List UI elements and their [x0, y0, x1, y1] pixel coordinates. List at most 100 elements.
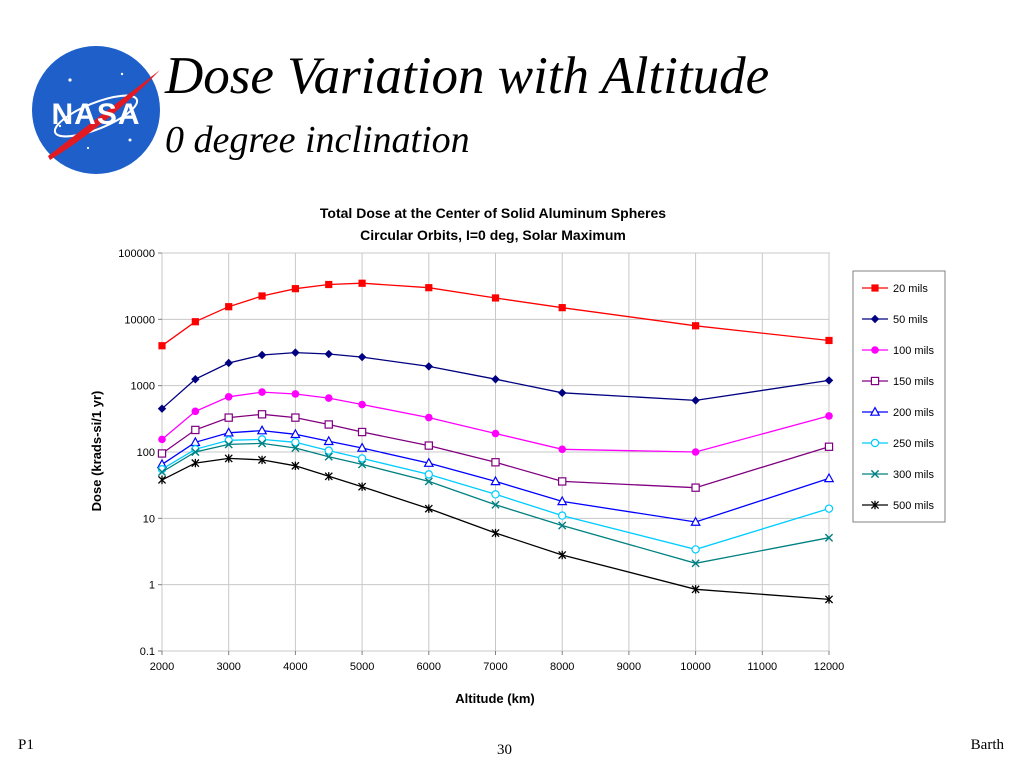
- page-number: 30: [497, 742, 512, 758]
- legend-label: 20 mils: [893, 283, 928, 295]
- axes: 2000 3000 4000 5000 6000 7000 8000 9000 10000 110…: [118, 248, 844, 673]
- data-point: [291, 461, 300, 470]
- y-tick-label: 1000: [131, 381, 155, 393]
- data-point: [424, 504, 433, 513]
- data-point: [690, 516, 701, 526]
- data-point: [256, 424, 268, 435]
- data-point: [157, 467, 167, 477]
- data-point: [157, 449, 167, 458]
- data-point: [424, 362, 433, 371]
- data-point: [691, 396, 700, 405]
- nasa-logo: NASA: [32, 46, 160, 174]
- data-point: [556, 495, 568, 506]
- data-point: [824, 595, 834, 604]
- x-tick-label: 5000: [350, 661, 374, 673]
- x-tick-label: 9000: [617, 661, 641, 673]
- legend-item: 20 mils: [862, 283, 928, 295]
- data-point: [291, 390, 300, 398]
- data-point: [358, 482, 367, 491]
- data-point: [424, 470, 433, 479]
- svg-text:NASA: NASA: [51, 98, 140, 131]
- data-point: [191, 458, 200, 468]
- data-point: [358, 279, 366, 287]
- series-line: [161, 351, 830, 410]
- data-point: [692, 322, 700, 330]
- data-point: [291, 348, 300, 357]
- series-300-mils: [157, 439, 834, 568]
- data-point: [258, 388, 266, 396]
- series-20-mils: [158, 279, 833, 350]
- series-150-mils: [157, 410, 834, 492]
- x-tick-label: 11000: [747, 661, 777, 673]
- data-point: [291, 438, 300, 447]
- data-point: [558, 550, 567, 560]
- data-point: [356, 442, 368, 452]
- x-tick-label: 8000: [550, 661, 574, 673]
- data-point: [191, 447, 200, 457]
- data-point: [224, 358, 233, 368]
- data-point: [424, 441, 434, 450]
- data-point: [358, 460, 367, 469]
- x-axis-label: Altitude (km): [455, 691, 534, 706]
- legend-item: 100 mils: [862, 345, 934, 357]
- data-point: [558, 388, 567, 398]
- data-point: [257, 350, 267, 360]
- legend-marker: [871, 346, 879, 354]
- legend-marker: [870, 376, 880, 386]
- legend-label: 500 mils: [893, 500, 934, 512]
- data-point: [257, 410, 267, 419]
- data-point: [290, 428, 301, 439]
- y-tick-label: 10000: [124, 314, 155, 326]
- data-point: [491, 528, 500, 538]
- series-line: [161, 391, 830, 453]
- data-point: [224, 440, 233, 449]
- data-point: [558, 304, 566, 312]
- data-point: [823, 472, 835, 483]
- data-point: [825, 336, 833, 345]
- data-point: [357, 454, 367, 463]
- data-point: [223, 427, 234, 437]
- data-point: [824, 504, 834, 513]
- chart-title: Total Dose at the Center of Solid Alumin…: [320, 205, 666, 221]
- data-point: [191, 375, 200, 384]
- data-point: [291, 413, 300, 422]
- data-point: [324, 349, 333, 359]
- data-point: [425, 284, 433, 292]
- legend-label: 200 mils: [893, 407, 934, 419]
- legend-marker: [870, 438, 880, 448]
- data-point: [691, 559, 700, 568]
- legend-item: 300 mils: [862, 469, 934, 481]
- data-point: [191, 425, 200, 435]
- legend-item: 250 mils: [862, 438, 934, 450]
- series-group: [156, 279, 835, 604]
- y-tick-label: 100: [137, 447, 155, 459]
- x-tick-label: 2000: [150, 661, 174, 673]
- x-tick-label: 3000: [216, 661, 240, 673]
- data-point: [491, 375, 500, 384]
- data-point: [257, 455, 267, 465]
- data-point: [325, 280, 333, 289]
- data-point: [423, 457, 435, 467]
- data-point: [157, 475, 167, 485]
- data-point: [491, 429, 500, 438]
- data-point: [425, 413, 433, 422]
- legend-marker: [869, 406, 881, 416]
- y-tick-label: 100000: [118, 248, 155, 260]
- data-point: [191, 318, 199, 326]
- data-point: [491, 294, 500, 302]
- data-point: [258, 292, 266, 300]
- series-200-mils: [156, 424, 835, 526]
- y-axis-label: Dose (krads-si/1 yr): [89, 391, 104, 512]
- series-line: [161, 282, 830, 347]
- data-point: [191, 407, 200, 416]
- data-point: [357, 427, 367, 437]
- legend-item: 50 mils: [862, 314, 928, 326]
- data-point: [225, 303, 233, 311]
- data-point: [691, 483, 700, 492]
- legend-item: 150 mils: [862, 376, 934, 388]
- data-point: [157, 404, 167, 413]
- data-point: [158, 342, 166, 350]
- data-point: [490, 475, 501, 486]
- data-point: [224, 392, 233, 401]
